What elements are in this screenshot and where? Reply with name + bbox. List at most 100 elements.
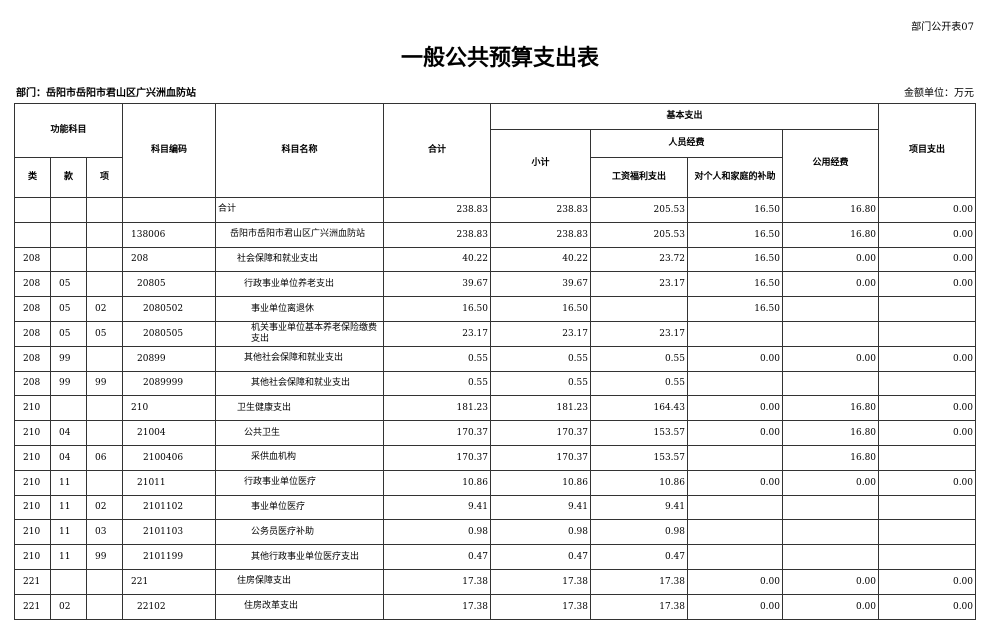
cell-public: 0.00 [781, 246, 880, 273]
cell-code: 208 [122, 246, 216, 273]
cell-kuan: 99 [50, 345, 87, 372]
cell-xiang [86, 345, 123, 372]
cell-xiang [86, 221, 123, 248]
cell-kuan: 04 [50, 444, 87, 471]
cell-project: 0.00 [878, 197, 977, 223]
header-personnel: 人员经费 [590, 129, 783, 158]
cell-project: 0.00 [878, 345, 977, 372]
cell-total: 0.98 [383, 519, 491, 546]
cell-salary: 10.86 [590, 469, 688, 496]
cell-public [781, 519, 880, 546]
cell-xiang [86, 197, 123, 223]
cell-lei: 208 [14, 296, 51, 322]
cell-salary: 205.53 [590, 197, 688, 223]
table-row: 210 11 02 2101102 事业单位医疗 9.41 9.41 9.41 [14, 494, 977, 521]
cell-total: 170.37 [383, 420, 491, 446]
cell-name: 公共卫生 [215, 420, 384, 446]
cell-name: 其他社会保障和就业支出 [215, 370, 384, 397]
cell-project [878, 494, 977, 521]
cell-total: 0.55 [383, 370, 491, 397]
cell-public: 0.00 [781, 469, 880, 496]
cell-public: 0.00 [781, 271, 880, 298]
cell-subtotal: 10.86 [490, 469, 591, 496]
cell-name: 岳阳市岳阳市君山区广兴洲血防站 [215, 221, 384, 248]
cell-total: 0.55 [383, 345, 491, 372]
cell-subsidy: 0.00 [687, 420, 783, 446]
cell-code: 2089999 [122, 370, 216, 397]
cell-xiang [86, 246, 123, 273]
cell-subsidy: 16.50 [687, 221, 783, 248]
cell-subtotal: 170.37 [490, 444, 591, 471]
cell-public [781, 544, 880, 570]
cell-kuan [50, 395, 87, 422]
cell-kuan: 05 [50, 320, 87, 347]
table-row: 208 05 02 2080502 事业单位离退休 16.50 16.50 16.50 [14, 296, 977, 322]
cell-lei: 210 [14, 395, 51, 422]
cell-project: 0.00 [878, 395, 977, 422]
cell-kuan [50, 221, 87, 248]
cell-project: 0.00 [878, 568, 977, 595]
cell-subsidy: 0.00 [687, 395, 783, 422]
table-row: 208 05 20805 行政事业单位养老支出 39.67 39.67 23.17 16.50… [14, 271, 977, 298]
cell-name: 采供血机构 [215, 444, 384, 471]
cell-lei [14, 197, 51, 223]
budget-table: 功能科目 科目编码 科目名称 合计 基本支出 项目支出 小计 人员经费 公用经费… [14, 103, 977, 620]
cell-code [122, 197, 216, 223]
cell-code: 138006 [122, 221, 216, 248]
cell-subsidy [687, 444, 783, 471]
cell-public: 0.00 [781, 345, 880, 372]
cell-public: 0.00 [781, 593, 880, 620]
cell-subtotal: 238.83 [490, 197, 591, 223]
cell-xiang [86, 395, 123, 422]
cell-kuan: 11 [50, 519, 87, 546]
table-row: 221 221 住房保障支出 17.38 17.38 17.38 0.00 0.00 0.00 [14, 568, 977, 595]
header-code: 科目编码 [122, 103, 216, 198]
cell-subsidy: 16.50 [687, 246, 783, 273]
cell-name: 事业单位离退休 [215, 296, 384, 322]
header-xiang: 项 [86, 157, 123, 198]
cell-xiang: 02 [86, 494, 123, 521]
cell-name: 住房改革支出 [215, 593, 384, 620]
cell-name: 卫生健康支出 [215, 395, 384, 422]
cell-total: 238.83 [383, 221, 491, 248]
cell-salary: 153.57 [590, 444, 688, 471]
cell-public: 16.80 [781, 197, 880, 223]
cell-name: 行政事业单位医疗 [215, 469, 384, 496]
cell-subsidy: 16.50 [687, 296, 783, 322]
cell-code: 221 [122, 568, 216, 595]
header-lei: 类 [14, 157, 51, 198]
cell-salary: 205.53 [590, 221, 688, 248]
cell-subtotal: 170.37 [490, 420, 591, 446]
cell-subtotal: 16.50 [490, 296, 591, 322]
cell-code: 20899 [122, 345, 216, 372]
cell-code: 2080502 [122, 296, 216, 322]
cell-subtotal: 0.98 [490, 519, 591, 546]
cell-project: 0.00 [878, 221, 977, 248]
cell-lei: 210 [14, 544, 51, 570]
cell-public: 16.80 [781, 395, 880, 422]
table-row: 210 04 21004 公共卫生 170.37 170.37 153.57 0.00 16.8… [14, 420, 977, 446]
cell-lei: 208 [14, 370, 51, 397]
table-row: 210 11 99 2101199 其他行政事业单位医疗支出 0.47 0.47 0.47 [14, 544, 977, 570]
cell-total: 23.17 [383, 320, 491, 347]
cell-total: 238.83 [383, 197, 491, 223]
cell-code: 22102 [122, 593, 216, 620]
cell-total: 9.41 [383, 494, 491, 521]
cell-kuan: 99 [50, 370, 87, 397]
cell-public: 16.80 [781, 420, 880, 446]
cell-project [878, 296, 977, 322]
cell-total: 17.38 [383, 593, 491, 620]
cell-project [878, 519, 977, 546]
cell-name: 社会保障和就业支出 [215, 246, 384, 273]
cell-subtotal: 9.41 [490, 494, 591, 521]
cell-salary: 23.72 [590, 246, 688, 273]
cell-xiang [86, 568, 123, 595]
cell-subtotal: 17.38 [490, 568, 591, 595]
cell-total: 0.47 [383, 544, 491, 570]
cell-xiang [86, 420, 123, 446]
cell-lei: 210 [14, 469, 51, 496]
table-row: 208 208 社会保障和就业支出 40.22 40.22 23.72 16.50 0.00 0… [14, 246, 977, 273]
cell-project [878, 444, 977, 471]
cell-project: 0.00 [878, 271, 977, 298]
cell-subtotal: 181.23 [490, 395, 591, 422]
